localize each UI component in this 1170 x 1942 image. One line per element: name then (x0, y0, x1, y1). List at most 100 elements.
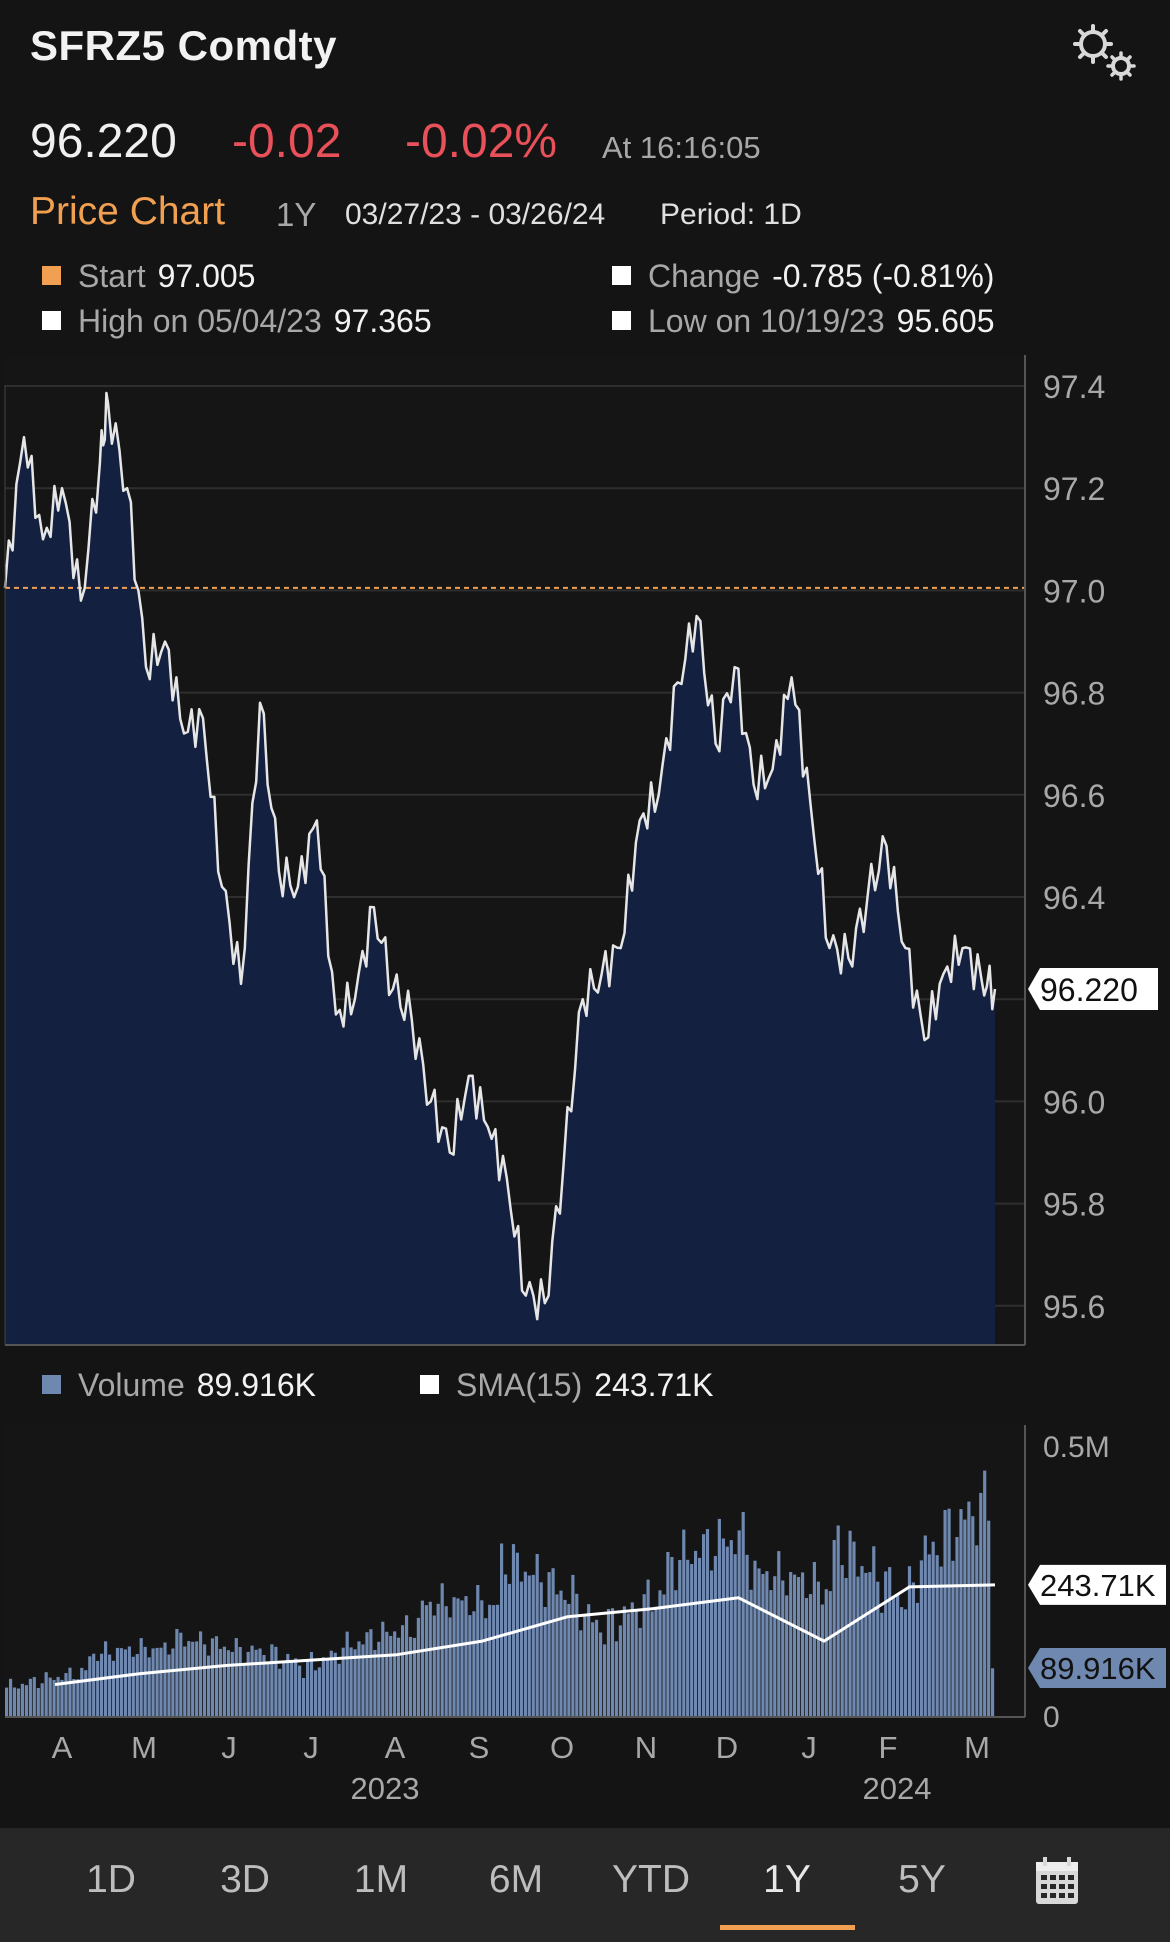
volume-bar (214, 1636, 219, 1717)
volume-bar (686, 1559, 690, 1717)
volume-bar (781, 1580, 785, 1717)
volume-bar (666, 1552, 670, 1717)
volume-bar (551, 1568, 555, 1717)
volume-bar (662, 1594, 666, 1717)
volume-bar (844, 1578, 848, 1717)
stat-start: Start 97.005 (42, 258, 255, 295)
volume-bar (836, 1525, 840, 1717)
volume-bar (626, 1613, 630, 1717)
calendar-icon[interactable] (1033, 1855, 1081, 1907)
tab-ytd[interactable]: YTD (612, 1858, 690, 1901)
y-tick-label: 95.8 (1043, 1187, 1105, 1223)
tab-5y[interactable]: 5Y (898, 1858, 946, 1901)
x-year-label: 2023 (351, 1771, 420, 1806)
volume-bar (5, 1687, 9, 1717)
y-tick-label: 96.4 (1043, 880, 1105, 916)
volume-bar (575, 1593, 579, 1717)
volume-callout-label: 89.916K (1040, 1651, 1156, 1686)
volume-bar (900, 1607, 904, 1717)
tab-3d[interactable]: 3D (220, 1858, 270, 1901)
volume-bar (975, 1545, 979, 1717)
volume-bar (606, 1609, 611, 1717)
volume-bar (44, 1672, 48, 1717)
volume-bar (135, 1654, 139, 1717)
volume-bar (737, 1530, 741, 1717)
volume-bar (971, 1516, 975, 1717)
volume-bar (468, 1615, 472, 1717)
volume-bar (820, 1604, 824, 1717)
x-year-label: 2024 (863, 1771, 932, 1806)
legend-sma-label: SMA(15) (456, 1367, 583, 1403)
volume-y-tick-label: 0 (1043, 1701, 1060, 1734)
y-tick-label: 96.8 (1043, 676, 1105, 712)
tab-1m[interactable]: 1M (353, 1858, 409, 1901)
high-marker-icon (42, 311, 61, 331)
volume-bar (614, 1641, 618, 1717)
settings-gears-icon[interactable] (1065, 18, 1145, 88)
volume-bar (911, 1582, 915, 1717)
x-month-label: J (801, 1730, 817, 1765)
volume-bar (385, 1631, 389, 1717)
volume-bar (345, 1631, 349, 1717)
sma-callout (1028, 1564, 1166, 1605)
volume-bar (452, 1597, 456, 1717)
volume-bar (987, 1520, 991, 1717)
volume-bar (92, 1653, 96, 1717)
volume-bar (397, 1637, 401, 1717)
volume-bar (456, 1598, 460, 1717)
volume-bar (983, 1470, 987, 1717)
volume-bar (111, 1660, 116, 1717)
volume-bar (80, 1667, 84, 1717)
volume-bar (155, 1647, 159, 1717)
tab-1y[interactable]: 1Y (763, 1858, 811, 1901)
volume-bar (16, 1688, 21, 1717)
volume-bar (373, 1650, 377, 1717)
stat-start-value: 97.005 (157, 258, 256, 294)
volume-bar (183, 1646, 187, 1717)
stat-low: Low on 10/19/23 95.605 (612, 303, 995, 340)
volume-bar (56, 1676, 60, 1717)
volume-bar (302, 1678, 306, 1717)
price-chart-title: Price Chart (30, 190, 226, 233)
price-chart[interactable]: 97.4 97.2 97.0 96.8 96.6 96.4 96.0 95.8 95.6 96.2… (0, 355, 1170, 1350)
volume-bar (559, 1590, 563, 1717)
volume-bar (591, 1622, 595, 1717)
tab-1d[interactable]: 1D (86, 1858, 136, 1901)
volume-bar (793, 1574, 797, 1717)
volume-bar (286, 1653, 290, 1717)
volume-bar (745, 1554, 749, 1717)
volume-bar (785, 1595, 789, 1717)
volume-bar (674, 1590, 678, 1717)
volume-bar (935, 1555, 939, 1717)
volume-bar (254, 1649, 258, 1717)
x-month-label: F (879, 1730, 898, 1765)
stat-low-label: Low on 10/19/23 (648, 303, 885, 339)
volume-bar (595, 1619, 599, 1717)
volume-bar (472, 1611, 476, 1717)
x-month-label: O (550, 1730, 574, 1765)
volume-bar (658, 1590, 662, 1717)
stat-change-value: -0.785 (-0.81%) (772, 258, 995, 294)
volume-callout (1028, 1648, 1166, 1688)
x-month-label: S (469, 1730, 490, 1765)
volume-bar (504, 1574, 508, 1717)
last-price-callout-label: 96.220 (1040, 972, 1138, 1008)
volume-bar (412, 1637, 417, 1717)
volume-bar (444, 1606, 448, 1717)
volume-bar (100, 1653, 104, 1717)
volume-bar (705, 1529, 710, 1717)
volume-bar (515, 1552, 519, 1717)
volume-bar (943, 1510, 947, 1717)
volume-bar (139, 1638, 143, 1717)
volume-bar (416, 1617, 420, 1717)
volume-bar (587, 1604, 591, 1717)
volume-chart[interactable]: 0.5M 0 243.71K 89.916K A M J J A S O N D J F M 2023 2024 (0, 1420, 1170, 1825)
volume-bar (88, 1656, 92, 1717)
volume-bar (440, 1583, 444, 1717)
volume-bar (159, 1647, 163, 1717)
tab-6m[interactable]: 6M (488, 1858, 544, 1901)
volume-bar (991, 1668, 995, 1717)
volume-bar (852, 1541, 856, 1717)
volume-bar (147, 1657, 151, 1717)
volume-bar (321, 1657, 325, 1717)
